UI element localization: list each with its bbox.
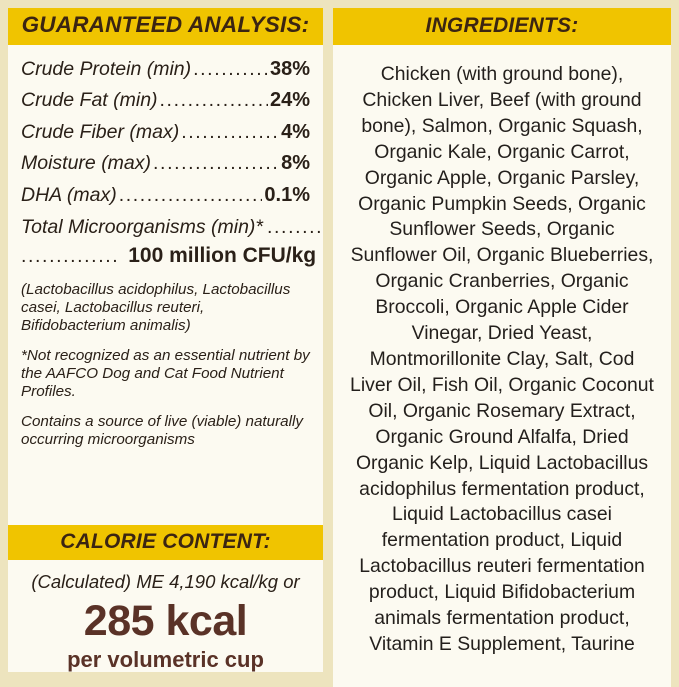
- ingredients-list-text: Chicken (with ground bone), Chicken Live…: [350, 63, 654, 655]
- ga-dot-leader: ...................: [153, 154, 280, 174]
- ga-nutrient-value: 38%: [269, 57, 310, 80]
- ga-nutrient-name: Crude Protein (min): [21, 57, 192, 80]
- ga-microorganisms-value-row: .............. 100 million CFU/kg: [21, 244, 316, 268]
- ga-nutrient-name: Crude Fat (min): [21, 89, 158, 111]
- ga-nutrient-value: 24%: [269, 89, 310, 111]
- calorie-content-header: CALORIE CONTENT:: [8, 525, 323, 561]
- ga-note-strains: (Lactobacillus acidophilus, Lactobacillu…: [21, 281, 291, 334]
- ga-nutrient-name: DHA (max): [21, 183, 117, 206]
- ingredients-panel: INGREDIENTS: Chicken (with ground bone),…: [333, 8, 671, 687]
- ga-nutrient-value: 0.1%: [264, 183, 310, 206]
- ga-microorganisms-row: Total Microorganisms (min)* ..........: [21, 216, 323, 239]
- ingredients-header: INGREDIENTS:: [333, 8, 671, 45]
- ga-dot-leader: ........................: [118, 185, 263, 205]
- ga-microorganisms-value: 100 million CFU/kg: [128, 244, 317, 267]
- ga-dot-leader: ................: [181, 122, 280, 142]
- ga-nutrient-name: Total Microorganisms (min)*: [21, 216, 264, 238]
- guaranteed-analysis-panel: GUARANTEED ANALYSIS: Crude Protein (min)…: [8, 8, 323, 672]
- ga-dot-leader: .....................: [159, 91, 268, 111]
- ga-row: Crude Fiber (max) ................ 4%: [21, 122, 310, 143]
- ga-dot-leader: ..........: [267, 216, 323, 238]
- ga-dot-leader: ..............: [193, 59, 268, 79]
- calorie-me-line: (Calculated) ME 4,190 kcal/kg or: [31, 571, 300, 593]
- ga-nutrient-name: Moisture (max): [21, 152, 152, 174]
- ga-row: Moisture (max) ................... 8%: [21, 153, 310, 174]
- calorie-unit-line: per volumetric cup: [67, 646, 264, 672]
- ga-dot-leader: ..............: [21, 245, 120, 267]
- calorie-content-body: (Calculated) ME 4,190 kcal/kg or 285 kca…: [8, 560, 323, 672]
- guaranteed-analysis-header: GUARANTEED ANALYSIS:: [8, 8, 323, 45]
- ga-note-live-cultures: Contains a source of live (viable) natur…: [21, 412, 303, 448]
- ga-nutrient-value: 4%: [281, 120, 310, 143]
- guaranteed-analysis-body: Crude Protein (min) .............. 38% C…: [8, 45, 323, 526]
- ga-nutrient-value: 8%: [281, 152, 310, 174]
- ga-row: Crude Fat (min) ..................... 24…: [21, 90, 310, 111]
- calorie-value: 285 kcal: [83, 596, 248, 645]
- ga-nutrient-name: Crude Fiber (max): [21, 120, 180, 143]
- ga-row: Crude Protein (min) .............. 38%: [21, 59, 310, 80]
- ga-row: DHA (max) ........................ 0.1%: [21, 185, 310, 206]
- ga-note-aafco: *Not recognized as an essential nutrient…: [21, 346, 310, 400]
